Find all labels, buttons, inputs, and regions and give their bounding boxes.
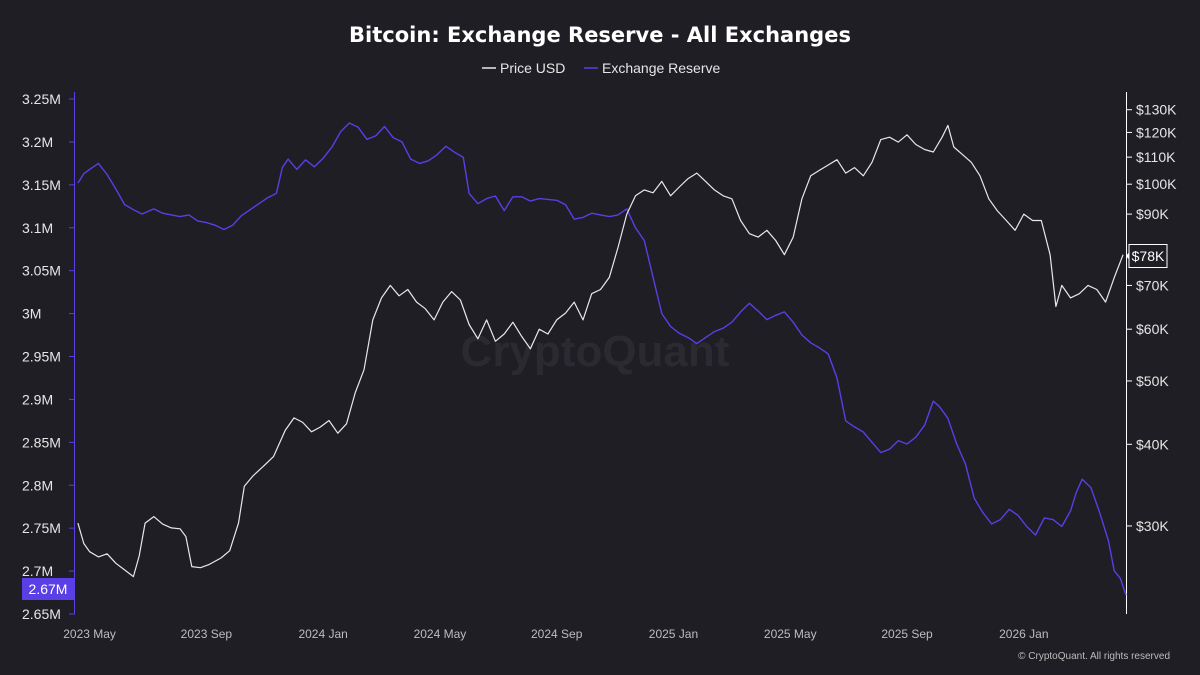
- right-tick-label: $60K: [1136, 321, 1169, 337]
- x-tick-label: 2024 May: [414, 627, 467, 641]
- x-tick-label: 2024 Jan: [298, 627, 347, 641]
- left-tick-label: 3.05M: [22, 263, 61, 279]
- left-tick-label: 3.2M: [22, 134, 53, 150]
- left-tick-label: 2.65M: [22, 606, 61, 622]
- right-tick-label: $70K: [1136, 277, 1169, 293]
- x-tick-label: 2025 Sep: [881, 627, 933, 641]
- right-current-value-badge: $78K: [1126, 244, 1168, 268]
- legend: Price USD Exchange Reserve: [482, 60, 721, 76]
- left-badge-background: [22, 578, 74, 600]
- exchange-reserve-line: [77, 122, 1127, 596]
- right-tick-label: $100K: [1136, 176, 1177, 192]
- price-usd-line: [77, 124, 1124, 578]
- left-tick-label: 3.15M: [22, 177, 61, 193]
- right-tick-label: $40K: [1136, 436, 1169, 452]
- left-badge-label: 2.67M: [29, 581, 68, 597]
- left-tick-label: 3.1M: [22, 220, 53, 236]
- left-tick-label: 2.85M: [22, 434, 61, 450]
- right-tick-label: $50K: [1136, 373, 1169, 389]
- right-tick-label: $130K: [1136, 102, 1177, 118]
- x-axis: 2023 May 2023 Sep 2024 Jan 2024 May 2024 Sep…: [63, 627, 1048, 641]
- x-tick-label: 2026 Jan: [999, 627, 1048, 641]
- x-tick-label: 2024 Sep: [531, 627, 583, 641]
- chart-title: Bitcoin: Exchange Reserve - All Exchange…: [349, 23, 851, 47]
- left-tick-label: 2.7M: [22, 563, 53, 579]
- left-tick-label: 3.25M: [22, 91, 61, 107]
- left-tick-label: 2.95M: [22, 349, 61, 365]
- copyright: © CryptoQuant. All rights reserved: [1018, 651, 1170, 662]
- x-tick-label: 2023 May: [63, 627, 116, 641]
- right-badge-background: [1128, 244, 1168, 268]
- watermark: CryptoQuant: [461, 327, 730, 376]
- left-tick-label: 2.9M: [22, 391, 53, 407]
- left-tick-label: 2.75M: [22, 520, 61, 536]
- legend-reserve-label[interactable]: Exchange Reserve: [602, 60, 721, 76]
- right-tick-label: $120K: [1136, 124, 1177, 140]
- right-badge-label: $78K: [1132, 248, 1165, 264]
- x-tick-label: 2025 May: [764, 627, 817, 641]
- right-tick-label: $90K: [1136, 206, 1169, 222]
- left-axis: 3.25M 3.2M 3.15M 3.1M 3.05M 3M 2.95M 2.9M 2.85M 2…: [22, 91, 75, 622]
- right-tick-label: $110K: [1136, 149, 1176, 165]
- legend-price-label[interactable]: Price USD: [500, 60, 565, 76]
- x-tick-label: 2025 Jan: [649, 627, 698, 641]
- right-axis: $130K $120K $110K $100K $90K $70K $60K $50K $40K…: [1126, 102, 1177, 534]
- x-tick-label: 2023 Sep: [181, 627, 233, 641]
- left-current-value-badge: 2.67M: [22, 578, 74, 600]
- left-tick-label: 2.8M: [22, 477, 53, 493]
- left-tick-label: 3M: [22, 306, 41, 322]
- right-tick-label: $30K: [1136, 518, 1169, 534]
